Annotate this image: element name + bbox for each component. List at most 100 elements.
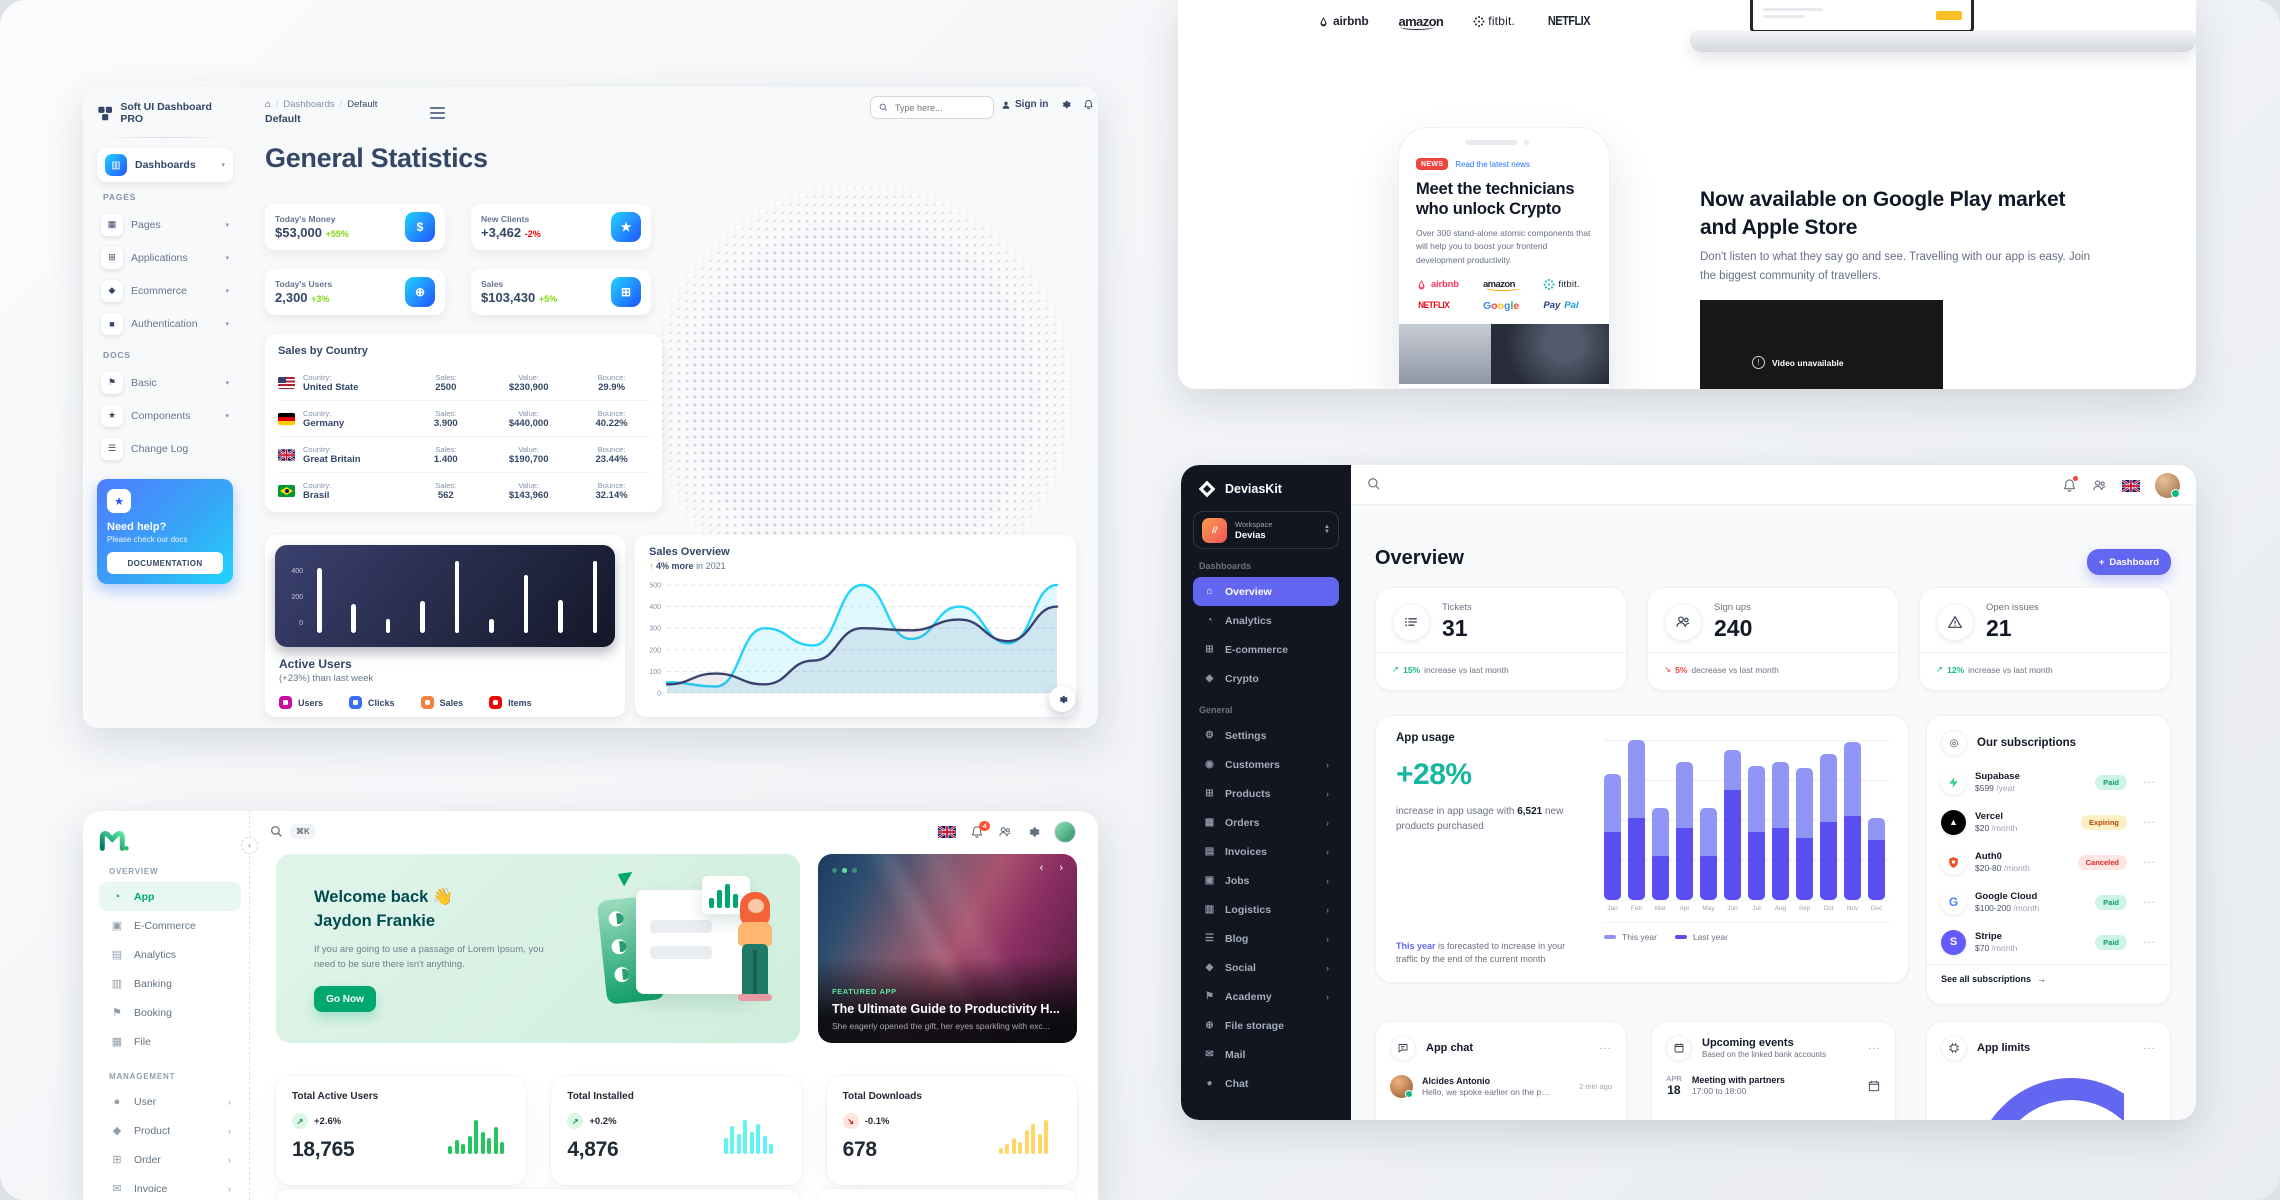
- sidebar-item-product[interactable]: ◆ Product ›: [99, 1116, 241, 1145]
- settings-fab-button[interactable]: [1049, 686, 1075, 712]
- sidebar-item-authentication[interactable]: ■ Authentication ▾: [97, 307, 233, 340]
- chevron-right-icon: ›: [1326, 933, 1329, 944]
- documentation-button[interactable]: DOCUMENTATION: [107, 552, 223, 574]
- stat-card[interactable]: Total Downloads ↘ -0.1% 678: [826, 1076, 1077, 1185]
- sidebar-item-crypto[interactable]: ◆ Crypto: [1193, 664, 1339, 693]
- stat-card[interactable]: New Clients +3,462 -2% ★: [471, 204, 651, 250]
- avatar[interactable]: [2155, 473, 2180, 498]
- more-options-button[interactable]: ···: [2143, 896, 2156, 908]
- stat-card[interactable]: Today's Money $53,000 +55% $: [265, 204, 445, 250]
- sidebar-item-booking[interactable]: ⚑ Booking: [99, 998, 241, 1027]
- sidebar-item-e-commerce[interactable]: ▣ E-Commerce: [99, 911, 241, 940]
- language-flag-icon[interactable]: [2122, 479, 2140, 492]
- breadcrumb[interactable]: ⌂ / Dashboards / Default: [265, 99, 378, 110]
- sidebar-item-components[interactable]: ★ Components ▾: [97, 399, 233, 432]
- sidebar-item-change-log[interactable]: ☰ Change Log: [97, 432, 233, 465]
- stat-card[interactable]: Total Installed ↗ +0.2% 4,876: [551, 1076, 802, 1185]
- home-icon[interactable]: ⌂: [265, 99, 271, 110]
- sidebar-item-customers[interactable]: ◉ Customers ›: [1193, 750, 1339, 779]
- sidebar-item-academy[interactable]: ⚑ Academy ›: [1193, 982, 1339, 1011]
- stat-card[interactable]: Tickets 31 ↗ 15% increase vs last month: [1375, 587, 1627, 691]
- sidebar-item-invoice[interactable]: ✉ Invoice ›: [99, 1174, 241, 1200]
- sidebar-item-ecommerce[interactable]: ◆ Ecommerce ▾: [97, 274, 233, 307]
- sidebar-item-products[interactable]: ⊞ Products ›: [1193, 779, 1339, 808]
- devias-logo[interactable]: DeviasKit: [1193, 479, 1339, 499]
- latest-news-link[interactable]: Read the latest news: [1455, 159, 1530, 169]
- minimal-logo[interactable]: [99, 829, 129, 851]
- sidebar-item-blog[interactable]: ☰ Blog ›: [1193, 924, 1339, 953]
- video-player[interactable]: ! Video unavailable: [1700, 300, 1943, 389]
- subscription-row[interactable]: ▲ Vercel $20 /month Expiring ···: [1941, 802, 2156, 842]
- search-icon[interactable]: [1367, 477, 1381, 491]
- notifications-button[interactable]: 4: [970, 821, 990, 839]
- subscription-row[interactable]: Auth0 $20-80 /month Canceled ···: [1941, 842, 2156, 882]
- search-field[interactable]: [893, 101, 973, 114]
- subscription-row[interactable]: Supabase $599 /year Paid ···: [1941, 762, 2156, 802]
- contacts-icon[interactable]: [2092, 478, 2107, 493]
- more-options-button[interactable]: ···: [2143, 776, 2156, 788]
- search-button[interactable]: ⌘K: [270, 824, 316, 839]
- more-options-button[interactable]: ···: [2143, 856, 2156, 868]
- see-all-subscriptions-link[interactable]: See all subscriptions →: [1927, 964, 2170, 993]
- stat-card[interactable]: Sign ups 240 ↘ 5% decrease vs last month: [1647, 587, 1899, 691]
- sidebar-item-file-storage[interactable]: ⊕ File storage: [1193, 1011, 1339, 1040]
- more-options-button[interactable]: ···: [2143, 816, 2156, 828]
- carousel-dots[interactable]: [832, 868, 857, 873]
- stat-card[interactable]: Total Active Users ↗ +2.6% 18,765: [276, 1076, 527, 1185]
- gear-icon[interactable]: [1026, 825, 1040, 839]
- sidebar-item-chat[interactable]: ● Chat: [1193, 1069, 1339, 1098]
- contacts-icon[interactable]: [998, 825, 1012, 839]
- more-options-button[interactable]: ···: [2143, 1042, 2156, 1054]
- sidebar-item-app[interactable]: ◔ App: [99, 882, 241, 911]
- subscription-price: $20-80 /month: [1975, 863, 2030, 873]
- sidebar-item-file[interactable]: ▦ File: [99, 1027, 241, 1056]
- sidebar-item-invoices[interactable]: ▤ Invoices ›: [1204, 845, 1329, 858]
- sidebar-item-overview[interactable]: ⌂ Overview: [1193, 577, 1339, 606]
- chat-message-row[interactable]: Alcides Antonio Hello, we spoke earlier …: [1390, 1075, 1612, 1098]
- sidebar-item-analytics[interactable]: ◔ Analytics: [1193, 606, 1339, 635]
- stat-card[interactable]: Open issues 21 ↗ 12% increase vs last mo…: [1919, 587, 2171, 691]
- carousel-next-button[interactable]: ›: [1059, 862, 1063, 874]
- sidebar-item-pages[interactable]: ▦ Pages ▾: [97, 208, 233, 241]
- sidebar-item-social[interactable]: ◆ Social ›: [1193, 953, 1339, 982]
- sidebar-item-mail[interactable]: ✉ Mail: [1193, 1040, 1339, 1069]
- sidebar-item-basic[interactable]: ⚑ Basic ▾: [97, 366, 233, 399]
- stat-card[interactable]: Today's Users 2,300 +3% ⊕: [265, 269, 445, 315]
- sidebar-item-logistics[interactable]: ▥ Logistics ›: [1204, 903, 1329, 916]
- notifications-button[interactable]: [2062, 476, 2078, 493]
- softui-logo[interactable]: Soft UI Dashboard PRO: [97, 101, 233, 125]
- add-dashboard-button[interactable]: + Dashboard: [2086, 549, 2171, 575]
- sidebar-item-jobs[interactable]: ▣ Jobs ›: [1204, 874, 1329, 887]
- language-flag-icon[interactable]: [938, 826, 956, 838]
- stat-card[interactable]: Sales $103,430 +5% ⊞: [471, 269, 651, 315]
- event-row[interactable]: APR 18 Meeting with partners 17:00 to 18…: [1666, 1074, 1881, 1097]
- chevron-right-icon: ›: [1326, 991, 1329, 1002]
- featured-app-carousel[interactable]: ‹ › FEATURED APP The Ultimate Guide to Pr…: [818, 854, 1077, 1043]
- bell-icon[interactable]: [1083, 99, 1094, 110]
- sidebar-item-applications[interactable]: ⊞ Applications ▾: [97, 241, 233, 274]
- gear-icon[interactable]: [1060, 99, 1071, 110]
- carousel-prev-button[interactable]: ‹: [1039, 862, 1044, 874]
- search-input[interactable]: [870, 96, 994, 119]
- more-options-button[interactable]: ···: [1599, 1042, 1612, 1054]
- sidebar-item-order[interactable]: ⊞ Order ›: [99, 1145, 241, 1174]
- sidebar-item-banking[interactable]: ▥ Banking: [99, 969, 241, 998]
- hamburger-menu-icon[interactable]: [430, 107, 445, 122]
- sign-in-button[interactable]: Sign in: [1001, 99, 1048, 110]
- featured-title[interactable]: The Ultimate Guide to Productivity H...: [832, 1002, 1060, 1016]
- breadcrumb-section[interactable]: Dashboards: [283, 99, 335, 110]
- sidebar-collapse-button[interactable]: ‹: [241, 837, 258, 854]
- sidebar-item-orders[interactable]: ▦ Orders ›: [1204, 816, 1329, 829]
- sidebar-item-analytics[interactable]: ▤ Analytics: [99, 940, 241, 969]
- sidebar-item-dashboards[interactable]: ▥ Dashboards ▾: [97, 148, 233, 182]
- sidebar-item-user[interactable]: ● User ›: [99, 1087, 241, 1116]
- sidebar-item-e-commerce[interactable]: ⊞ E-commerce: [1193, 635, 1339, 664]
- more-options-button[interactable]: ···: [1868, 1042, 1881, 1054]
- subscription-row[interactable]: S Stripe $70 /month Paid ···: [1941, 922, 2156, 962]
- avatar[interactable]: [1054, 821, 1076, 843]
- workspace-selector[interactable]: // Workspace Devias ▲ ▼: [1193, 511, 1339, 549]
- sidebar-item-settings[interactable]: ⚙ Settings: [1193, 721, 1339, 750]
- subscription-row[interactable]: G Google Cloud $100-200 /month Paid ···: [1941, 882, 2156, 922]
- go-now-button[interactable]: Go Now: [314, 986, 376, 1013]
- more-options-button[interactable]: ···: [2143, 936, 2156, 948]
